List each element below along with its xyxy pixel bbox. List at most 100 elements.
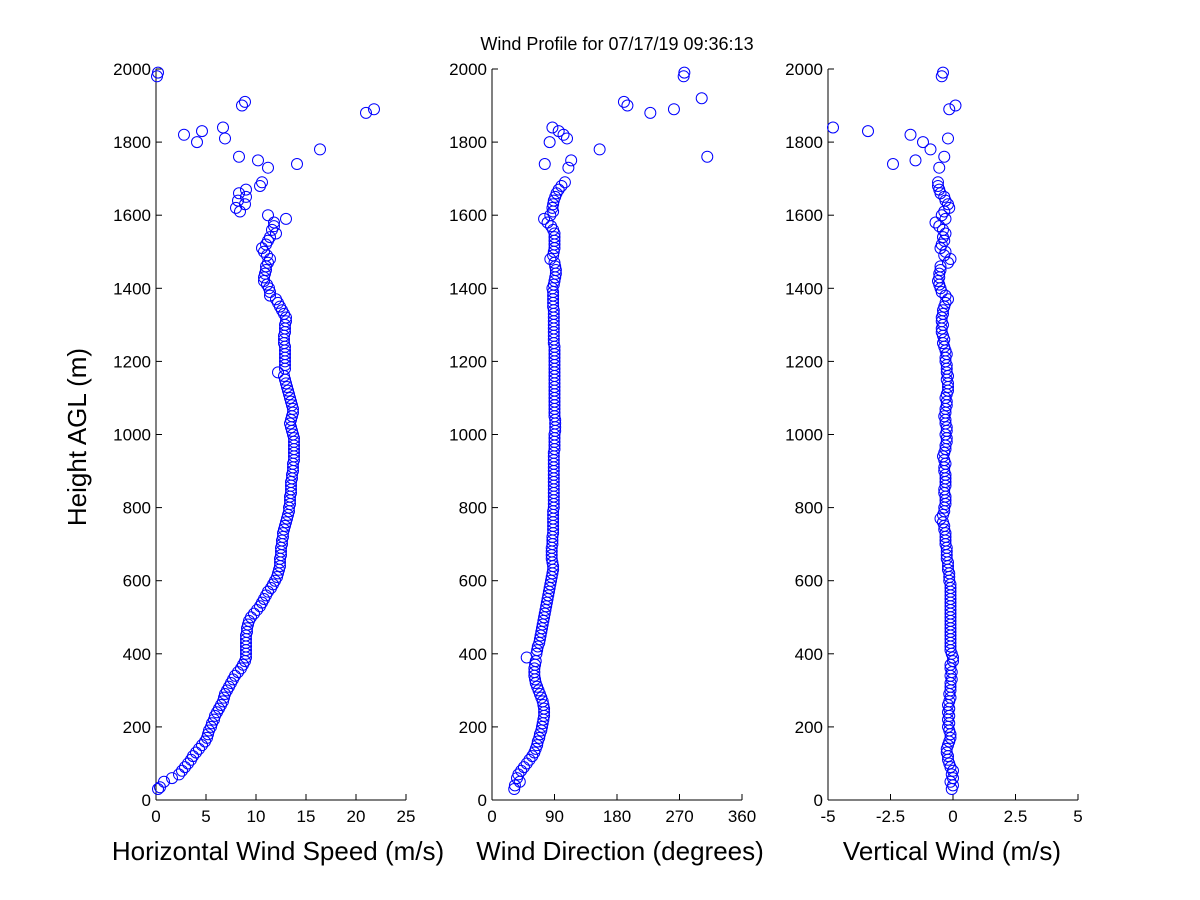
data-point — [938, 150, 951, 163]
data-point — [939, 227, 952, 240]
data-point — [939, 296, 952, 309]
y-tick-label: 1600 — [785, 206, 823, 225]
data-point — [280, 212, 292, 225]
y-tick-label: 1400 — [785, 279, 823, 298]
x-axis-label: Vertical Wind (m/s) — [843, 836, 1061, 866]
data-point — [270, 293, 282, 306]
data-point — [158, 775, 170, 788]
data-point — [233, 187, 245, 200]
data-point — [240, 183, 252, 196]
y-tick-label: 200 — [459, 718, 487, 737]
y-tick-label: 800 — [459, 499, 487, 518]
data-point — [187, 750, 199, 763]
data-point — [262, 161, 274, 174]
data-point — [239, 198, 251, 211]
x-tick-label: 20 — [347, 807, 366, 826]
data-point — [236, 99, 248, 112]
x-tick-label: 15 — [297, 807, 316, 826]
y-tick-label: 1000 — [785, 426, 823, 445]
data-point — [533, 731, 546, 744]
data-point — [245, 611, 257, 624]
data-point — [268, 220, 280, 233]
y-tick-label: 1800 — [113, 133, 151, 152]
data-point — [272, 366, 284, 379]
data-point — [530, 647, 543, 660]
y-tick-label: 2000 — [449, 60, 487, 79]
y-tick-label: 0 — [142, 791, 151, 810]
x-tick-label: 5 — [201, 807, 210, 826]
data-point — [939, 212, 952, 225]
x-tick-label: 2.5 — [1004, 807, 1028, 826]
data-point — [932, 179, 944, 192]
data-point — [934, 264, 947, 277]
data-point — [240, 190, 252, 203]
data-point — [552, 125, 565, 138]
data-point — [256, 176, 268, 189]
y-tick-label: 1200 — [785, 352, 823, 371]
data-point — [190, 746, 202, 759]
x-tick-label: 270 — [665, 807, 693, 826]
x-tick-label: 25 — [397, 807, 416, 826]
data-point — [935, 238, 948, 251]
y-tick-label: 1200 — [113, 352, 151, 371]
y-tick-label: 1400 — [449, 279, 487, 298]
data-point — [617, 95, 630, 108]
y-tick-label: 400 — [795, 645, 823, 664]
data-point — [944, 662, 957, 675]
data-point — [544, 253, 557, 266]
data-point — [937, 307, 949, 320]
data-point — [933, 161, 946, 174]
data-point — [368, 103, 380, 116]
y-tick-label: 800 — [123, 499, 151, 518]
y-tick-label: 600 — [795, 572, 823, 591]
y-tick-label: 1400 — [113, 279, 151, 298]
y-tick-label: 0 — [478, 791, 487, 810]
x-axis-label: Horizontal Wind Speed (m/s) — [112, 836, 444, 866]
data-point — [264, 289, 276, 302]
y-tick-label: 200 — [795, 718, 823, 737]
x-tick-label: 180 — [603, 807, 631, 826]
data-point — [555, 179, 568, 192]
x-tick-label: -2.5 — [876, 807, 905, 826]
data-point — [291, 158, 303, 171]
data-point — [546, 201, 559, 214]
data-point — [537, 698, 550, 711]
data-point — [314, 143, 326, 156]
data-point — [166, 772, 178, 785]
data-point — [701, 150, 714, 163]
y-tick-label: 400 — [123, 645, 151, 664]
data-point — [252, 154, 264, 167]
data-point — [942, 198, 954, 211]
data-point — [264, 253, 276, 266]
y-tick-label: 400 — [459, 645, 487, 664]
data-point — [561, 132, 573, 145]
data-point — [942, 293, 954, 306]
data-point — [887, 158, 899, 171]
x-axis-label: Wind Direction (degrees) — [476, 836, 764, 866]
y-tick-label: 1000 — [449, 426, 487, 445]
y-tick-label: 200 — [123, 718, 151, 737]
data-point — [904, 128, 917, 141]
data-point — [947, 655, 959, 668]
data-point — [538, 702, 551, 715]
data-point — [565, 154, 578, 167]
data-point — [934, 512, 947, 525]
y-tick-label: 1800 — [449, 133, 487, 152]
y-tick-label: 800 — [795, 499, 823, 518]
data-point — [909, 154, 922, 167]
data-point — [558, 176, 571, 189]
x-tick-label: -5 — [820, 807, 835, 826]
panel-1: 0 200 400 600 800 1000 1200 1400 1600 1800 2000 0 5 1… — [112, 60, 444, 866]
data-point — [593, 143, 606, 156]
y-tick-label: 1600 — [113, 206, 151, 225]
data-point — [562, 161, 575, 174]
y-tick-label: 1600 — [449, 206, 487, 225]
data-point — [260, 264, 272, 277]
data-point — [178, 128, 190, 141]
data-point — [940, 746, 953, 759]
data-point — [196, 125, 208, 138]
data-point — [233, 150, 245, 163]
data-point — [944, 775, 957, 788]
y-tick-label: 2000 — [113, 60, 151, 79]
